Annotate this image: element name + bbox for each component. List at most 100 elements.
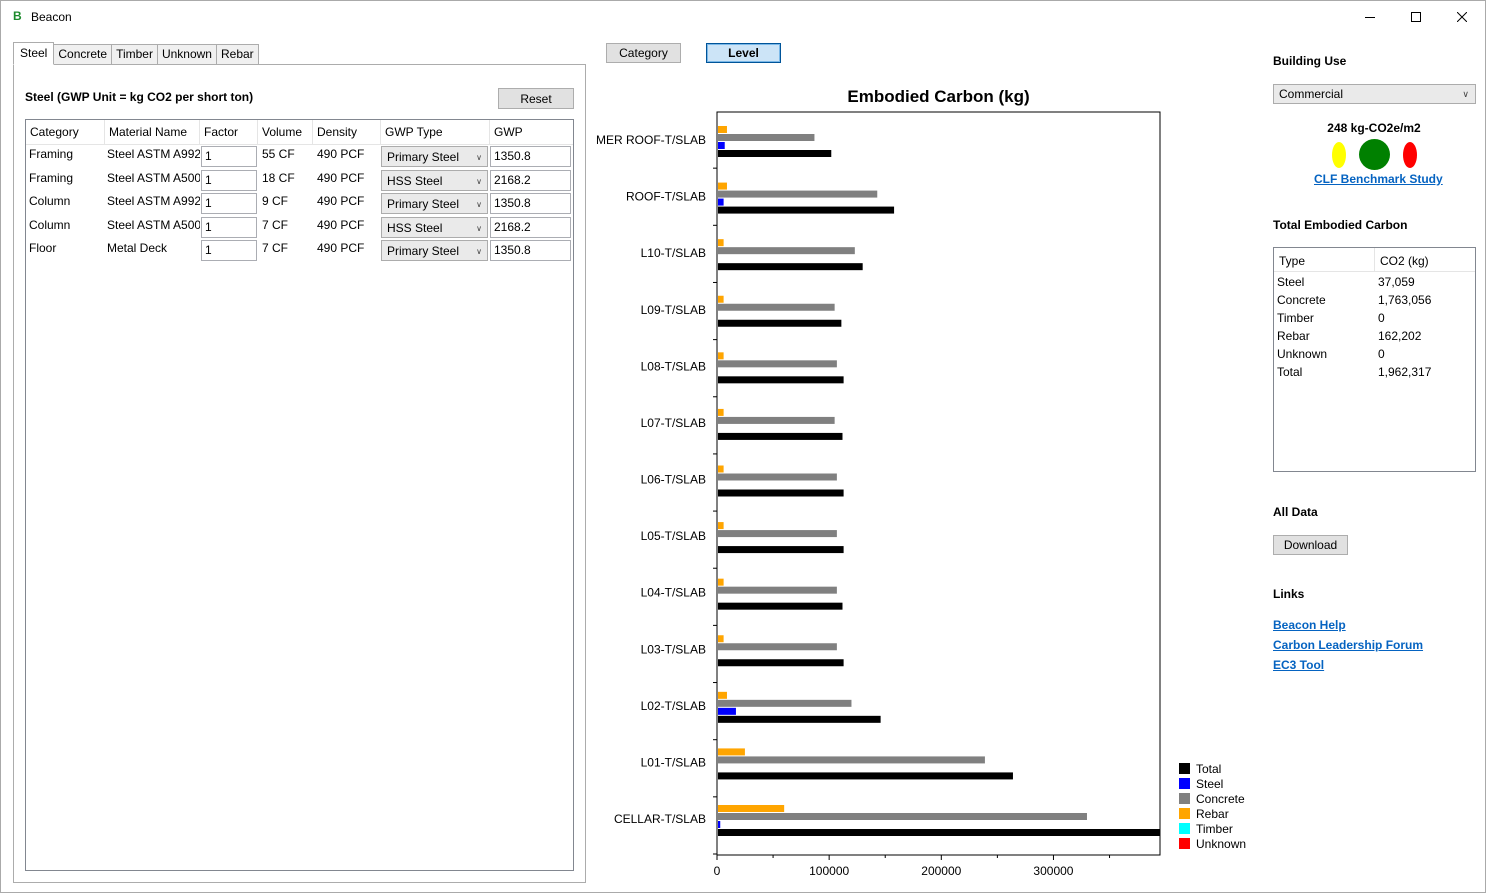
embodied-carbon-chart: Embodied Carbon (kg) MER ROOF-T/SLAB ROOF-… <box>596 87 1246 878</box>
bar-rebar <box>718 126 727 133</box>
column-header-gwp-type[interactable]: GWP Type <box>381 120 490 145</box>
column-header-type[interactable]: Type <box>1274 248 1375 272</box>
bar-rebar <box>718 295 724 303</box>
gwp-type-value: HSS Steel <box>387 174 443 188</box>
list-item[interactable]: Unknown 0 <box>1274 345 1475 363</box>
list-item[interactable]: Timber 0 <box>1274 309 1475 327</box>
gwp-type-select[interactable]: Primary Steel ∨ <box>381 146 488 167</box>
gwp-input[interactable]: 1350.8 <box>490 146 571 167</box>
y-tick-label: CELLAR-T/SLAB <box>614 812 706 826</box>
totals-co2: 162,202 <box>1378 329 1422 343</box>
gwp-input[interactable]: 1350.8 <box>490 240 571 261</box>
column-header-gwp[interactable]: GWP <box>494 125 523 139</box>
tab-rebar[interactable]: Rebar <box>216 44 259 65</box>
cell-category: Column <box>29 218 71 232</box>
bar-steel <box>718 198 724 206</box>
benchmark-high-indicator <box>1403 142 1417 168</box>
cell-volume: 7 CF <box>262 218 289 232</box>
beacon-help-link[interactable]: Beacon Help <box>1273 618 1346 632</box>
benchmark-low-indicator <box>1332 142 1346 168</box>
bar-steel <box>718 707 736 715</box>
cell-material-name: Metal Deck <box>107 241 168 255</box>
bar-rebar <box>718 408 724 416</box>
gwp-type-select[interactable]: HSS Steel ∨ <box>381 217 488 238</box>
legend-label-timber: Timber <box>1196 822 1233 836</box>
cell-density: 490 PCF <box>317 147 365 161</box>
column-header-density[interactable]: Density <box>313 120 381 145</box>
gwp-input[interactable]: 2168.2 <box>490 217 571 238</box>
factor-input[interactable]: 1 <box>201 240 257 261</box>
reset-button[interactable]: Reset <box>498 88 574 109</box>
list-item[interactable]: Rebar 162,202 <box>1274 327 1475 345</box>
column-header-category[interactable]: Category <box>26 120 105 145</box>
chart-title: Embodied Carbon (kg) <box>847 87 1029 106</box>
factor-input[interactable]: 1 <box>201 170 257 191</box>
close-button[interactable] <box>1439 1 1485 32</box>
tab-steel[interactable]: Steel <box>13 42 55 65</box>
all-data-label: All Data <box>1273 505 1318 519</box>
gwp-type-select[interactable]: Primary Steel ∨ <box>381 240 488 261</box>
cell-material-name: Steel ASTM A500 <box>107 218 200 232</box>
column-header-co2[interactable]: CO2 (kg) <box>1380 254 1429 268</box>
bar-concrete <box>718 530 837 538</box>
cell-volume: 9 CF <box>262 194 289 208</box>
totals-type: Concrete <box>1277 293 1326 307</box>
tab-unknown[interactable]: Unknown <box>157 44 217 65</box>
gwp-type-select[interactable]: HSS Steel ∨ <box>381 170 488 191</box>
gwp-type-value: HSS Steel <box>387 221 443 235</box>
gwp-input[interactable]: 1350.8 <box>490 193 571 214</box>
chevron-down-icon: ∨ <box>476 224 482 233</box>
factor-input[interactable]: 1 <box>201 217 257 238</box>
level-view-button[interactable]: Level <box>706 43 781 63</box>
close-icon <box>1457 11 1467 22</box>
list-item[interactable]: Steel 37,059 <box>1274 273 1475 291</box>
bar-concrete <box>718 586 837 594</box>
total-embodied-carbon-label: Total Embodied Carbon <box>1273 218 1408 232</box>
bar-concrete <box>718 190 878 198</box>
gwp-input[interactable]: 2168.2 <box>490 170 571 191</box>
tab-timber[interactable]: Timber <box>112 44 158 65</box>
tab-concrete[interactable]: Concrete <box>54 44 113 65</box>
maximize-icon <box>1411 11 1421 22</box>
list-item[interactable]: Concrete 1,763,056 <box>1274 291 1475 309</box>
x-tick-label: 0 <box>714 864 721 878</box>
legend-swatch-rebar <box>1179 808 1190 819</box>
bar-total <box>718 376 844 384</box>
table-row: Column Steel ASTM A500 1 7 CF 490 PCF HSS Ste… <box>26 216 573 240</box>
cell-volume: 18 CF <box>262 171 295 185</box>
ec3-tool-link[interactable]: EC3 Tool <box>1273 658 1325 672</box>
column-header-volume[interactable]: Volume <box>258 120 313 145</box>
download-button[interactable]: Download <box>1273 535 1348 555</box>
cell-category: Column <box>29 194 71 208</box>
list-item[interactable]: Total 1,962,317 <box>1274 363 1475 381</box>
column-header-factor[interactable]: Factor <box>200 120 258 145</box>
carbon-leadership-forum-link[interactable]: Carbon Leadership Forum <box>1273 638 1424 652</box>
gwp-type-value: Primary Steel <box>387 197 460 211</box>
bar-total <box>718 602 843 610</box>
bar-total <box>718 546 844 554</box>
legend-swatch-concrete <box>1179 793 1190 804</box>
materials-grid: Category Material Name Factor Volume Den… <box>25 119 574 871</box>
column-header-material[interactable]: Material Name <box>105 120 200 145</box>
building-use-select[interactable]: Commercial ∨ <box>1273 84 1476 104</box>
bar-steel <box>718 821 721 828</box>
y-tick-label: MER ROOF-T/SLAB <box>596 133 706 147</box>
factor-input[interactable]: 1 <box>201 146 257 167</box>
bar-rebar <box>718 691 727 699</box>
minimize-button[interactable] <box>1347 1 1393 32</box>
legend-swatch-total <box>1179 763 1190 774</box>
gwp-type-select[interactable]: Primary Steel ∨ <box>381 193 488 214</box>
bar-rebar <box>718 748 745 756</box>
table-row: Framing Steel ASTM A500 1 18 CF 490 PCF HSS S… <box>26 169 573 193</box>
steel-tab-panel: Steel (GWP Unit = kg CO2 per short ton) … <box>13 64 586 883</box>
bar-steel <box>718 142 725 149</box>
maximize-button[interactable] <box>1393 1 1439 32</box>
clf-benchmark-link[interactable]: CLF Benchmark Study <box>1314 172 1443 186</box>
totals-type: Total <box>1277 365 1303 379</box>
table-row: Floor Metal Deck 1 7 CF 490 PCF Primary Steel… <box>26 239 573 263</box>
category-view-button[interactable]: Category <box>606 43 681 63</box>
bar-rebar <box>718 465 724 473</box>
totals-co2: 1,962,317 <box>1378 365 1432 379</box>
factor-input[interactable]: 1 <box>201 193 257 214</box>
